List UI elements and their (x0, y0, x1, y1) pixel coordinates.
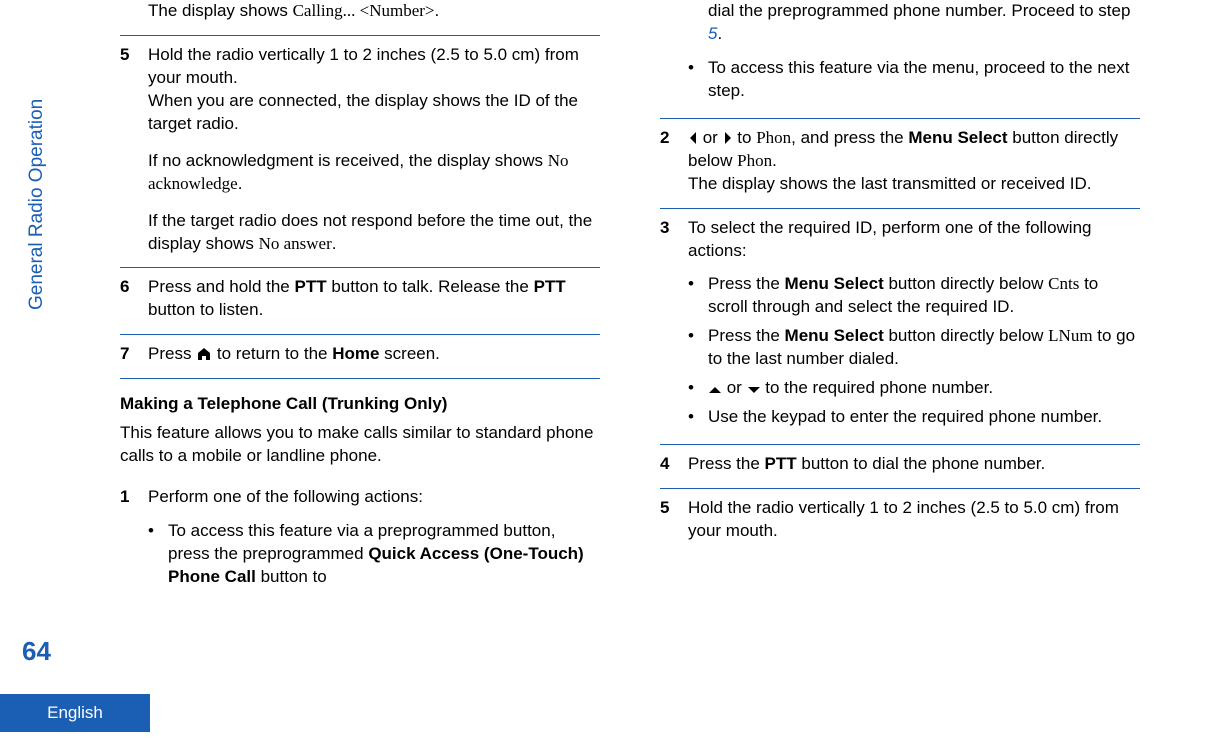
language-tab: English (0, 694, 150, 732)
home-icon (196, 347, 212, 361)
text: dial the preprogrammed phone number. Pro… (688, 0, 1140, 46)
display-text: No answer (259, 234, 332, 253)
menu-select-label: Menu Select (785, 274, 884, 293)
display-calling-line: The display shows Calling... <Number>. (120, 0, 600, 36)
step-5: 5 Hold the radio vertically 1 to 2 inche… (660, 489, 1140, 555)
ptt-label: PTT (534, 277, 566, 296)
text: To select the required ID, perform one o… (688, 217, 1140, 263)
step-3: 3 To select the required ID, perform one… (660, 209, 1140, 446)
left-column: The display shows Calling... <Number>. 5… (120, 0, 600, 604)
menu-select-label: Menu Select (908, 128, 1007, 147)
content-columns: The display shows Calling... <Number>. 5… (0, 0, 1206, 604)
display-text: Calling... <Number> (293, 1, 435, 20)
step-1-continued: dial the preprogrammed phone number. Pro… (660, 0, 1140, 119)
text: or to Phon, and press the Menu Select bu… (688, 127, 1140, 173)
display-text: Phon (756, 128, 791, 147)
step-number: 7 (120, 343, 148, 366)
page-number: 64 (22, 634, 51, 669)
bullet-list: Press the Menu Select button directly be… (688, 270, 1140, 432)
menu-select-label: Menu Select (785, 326, 884, 345)
step-2: 2 or to Phon, and press the Menu Select … (660, 119, 1140, 209)
text: Press the PTT button to dial the phone n… (688, 453, 1140, 476)
right-arrow-icon (723, 131, 733, 145)
section-heading: Making a Telephone Call (Trunking Only) (120, 393, 600, 416)
bullet-list: To access this feature via the menu, pro… (688, 54, 1140, 106)
ptt-label: PTT (765, 454, 797, 473)
list-item: To access this feature via the menu, pro… (688, 54, 1140, 106)
right-column: dial the preprogrammed phone number. Pro… (660, 0, 1140, 604)
home-label: Home (332, 344, 379, 363)
display-text: Phon (737, 151, 772, 170)
step-5: 5 Hold the radio vertically 1 to 2 inche… (120, 36, 600, 269)
step-number: 6 (120, 276, 148, 322)
left-arrow-icon (688, 131, 698, 145)
text: Press and hold the PTT button to talk. R… (148, 276, 600, 322)
list-item: To access this feature via a preprogramm… (148, 517, 600, 592)
text: Press to return to the Home screen. (148, 343, 600, 366)
down-arrow-icon (747, 385, 761, 395)
text: When you are connected, the display show… (148, 90, 600, 136)
step-4: 4 Press the PTT button to dial the phone… (660, 445, 1140, 489)
step-number: 1 (120, 486, 148, 592)
display-text: LNum (1048, 326, 1092, 345)
bullet-list: To access this feature via a preprogramm… (148, 517, 600, 592)
step-1: 1 Perform one of the following actions: … (120, 478, 600, 604)
section-intro: This feature allows you to make calls si… (120, 422, 600, 468)
sidebar-chapter-label: General Radio Operation (24, 99, 50, 310)
text: The display shows the last transmitted o… (688, 173, 1140, 196)
up-arrow-icon (708, 385, 722, 395)
list-item: Press the Menu Select button directly be… (688, 322, 1140, 374)
list-item: Press the Menu Select button directly be… (688, 270, 1140, 322)
text: . (435, 1, 440, 20)
ptt-label: PTT (294, 277, 326, 296)
text: The display shows (148, 1, 293, 20)
page: General Radio Operation 64 English The d… (0, 0, 1206, 746)
text: If no acknowledgment is received, the di… (148, 150, 600, 196)
step-7: 7 Press to return to the Home screen. (120, 335, 600, 379)
text: If the target radio does not respond bef… (148, 210, 600, 256)
step-number: 2 (660, 127, 688, 196)
step-number: 4 (660, 453, 688, 476)
list-item: or to the required phone number. (688, 374, 1140, 403)
list-item: Use the keypad to enter the required pho… (688, 403, 1140, 432)
step-number: 5 (120, 44, 148, 256)
text: Hold the radio vertically 1 to 2 inches … (148, 44, 600, 90)
text: Hold the radio vertically 1 to 2 inches … (688, 497, 1140, 543)
text: Perform one of the following actions: (148, 486, 600, 509)
step-6: 6 Press and hold the PTT button to talk.… (120, 268, 600, 335)
step-number: 3 (660, 217, 688, 433)
step-number: 5 (660, 497, 688, 543)
display-text: Cnts (1048, 274, 1079, 293)
